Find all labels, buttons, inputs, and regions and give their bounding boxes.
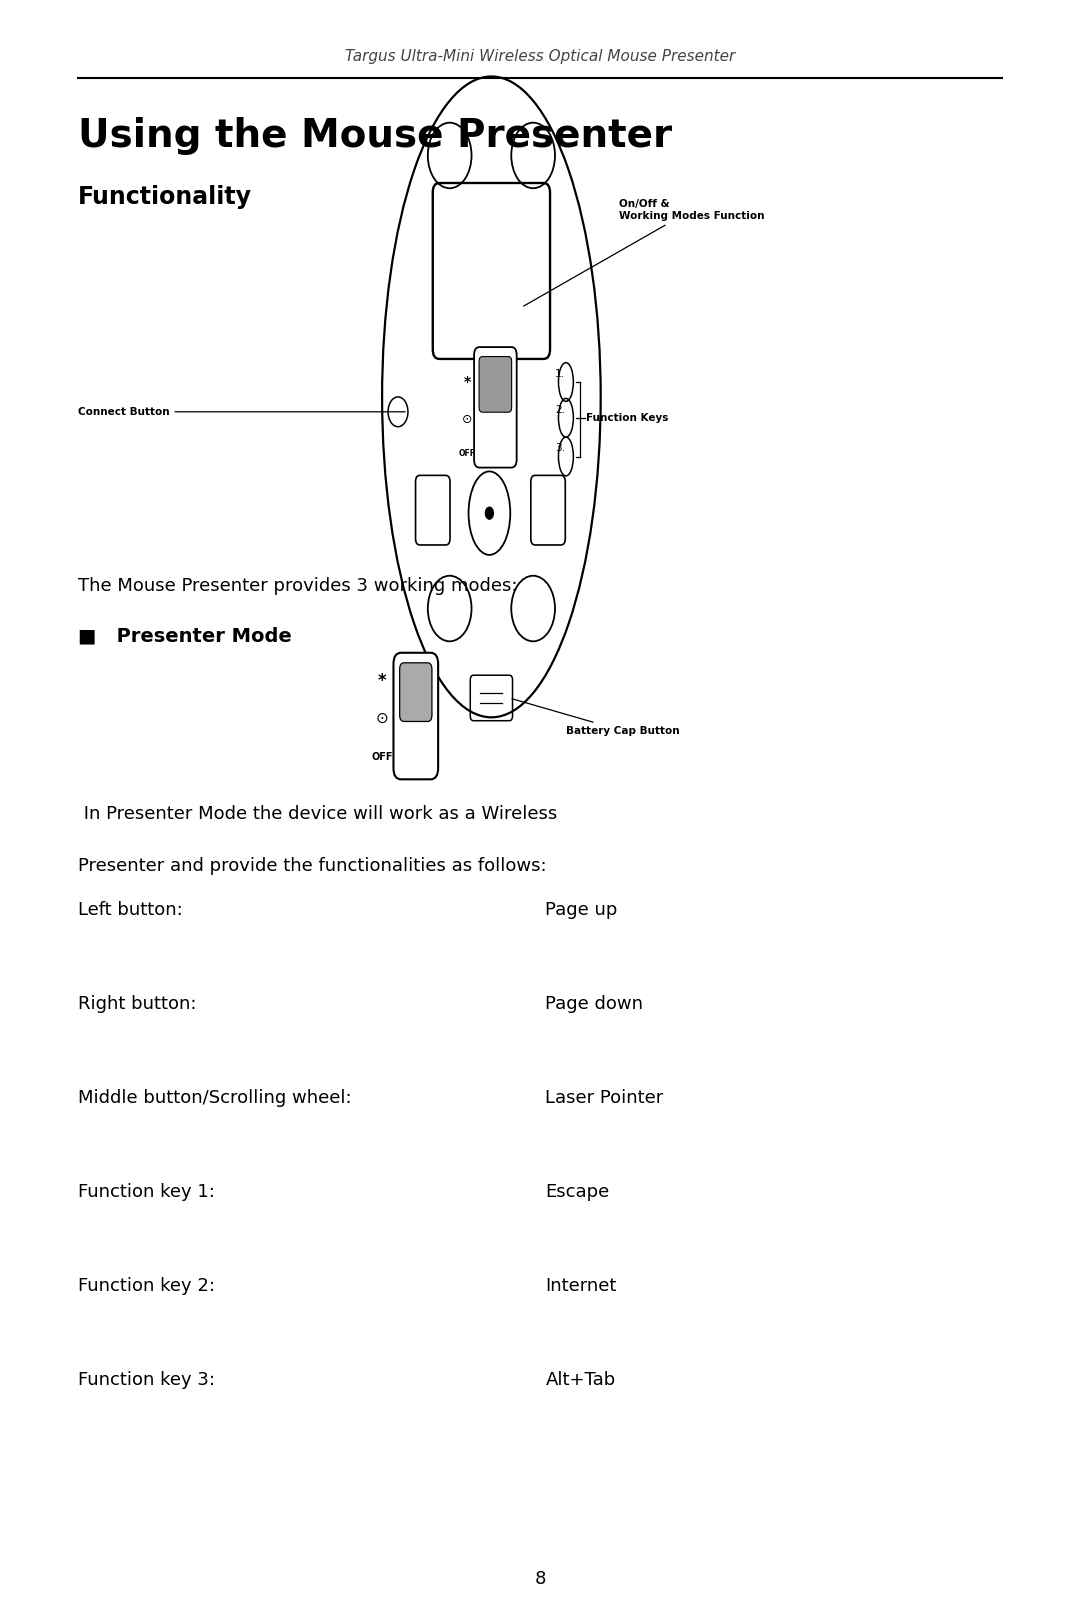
- Text: In Presenter Mode the device will work as a Wireless: In Presenter Mode the device will work a…: [78, 805, 557, 823]
- Text: Middle button/Scrolling wheel:: Middle button/Scrolling wheel:: [78, 1089, 351, 1108]
- Text: Right button:: Right button:: [78, 995, 197, 1014]
- Text: Presenter and provide the functionalities as follows:: Presenter and provide the functionalitie…: [78, 857, 546, 875]
- Text: 2.: 2.: [555, 405, 565, 415]
- Text: 1.: 1.: [555, 369, 565, 379]
- Text: Connect Button: Connect Button: [78, 407, 405, 416]
- Text: ■   Presenter Mode: ■ Presenter Mode: [78, 627, 292, 646]
- Text: OFF: OFF: [372, 752, 393, 761]
- FancyBboxPatch shape: [400, 663, 432, 721]
- Text: Function key 2:: Function key 2:: [78, 1277, 215, 1296]
- Text: Left button:: Left button:: [78, 901, 183, 920]
- Text: ⊙: ⊙: [462, 413, 473, 426]
- Text: Functionality: Functionality: [78, 185, 252, 209]
- Text: Function key 3:: Function key 3:: [78, 1371, 215, 1390]
- Text: Internet: Internet: [545, 1277, 617, 1296]
- Text: Page down: Page down: [545, 995, 644, 1014]
- FancyBboxPatch shape: [480, 356, 512, 411]
- Text: Alt+Tab: Alt+Tab: [545, 1371, 616, 1390]
- Text: 8: 8: [535, 1570, 545, 1589]
- Text: Targus Ultra-Mini Wireless Optical Mouse Presenter: Targus Ultra-Mini Wireless Optical Mouse…: [345, 49, 735, 65]
- Text: ⊙: ⊙: [376, 711, 389, 726]
- Text: The Mouse Presenter provides 3 working modes:: The Mouse Presenter provides 3 working m…: [78, 577, 517, 596]
- Text: Page up: Page up: [545, 901, 618, 920]
- Text: Function key 1:: Function key 1:: [78, 1183, 215, 1202]
- Text: Laser Pointer: Laser Pointer: [545, 1089, 663, 1108]
- Text: Battery Cap Button: Battery Cap Button: [512, 698, 679, 735]
- Text: Using the Mouse Presenter: Using the Mouse Presenter: [78, 117, 672, 154]
- Text: *: *: [378, 672, 387, 690]
- Text: 3.: 3.: [555, 444, 565, 454]
- Text: Function Keys: Function Keys: [585, 413, 669, 423]
- Text: On/Off &
Working Modes Function: On/Off & Working Modes Function: [524, 199, 764, 306]
- Text: Escape: Escape: [545, 1183, 609, 1202]
- FancyBboxPatch shape: [474, 347, 516, 468]
- Text: *: *: [464, 374, 471, 389]
- Ellipse shape: [485, 507, 494, 518]
- FancyBboxPatch shape: [393, 653, 438, 779]
- Text: OFF: OFF: [459, 449, 476, 458]
